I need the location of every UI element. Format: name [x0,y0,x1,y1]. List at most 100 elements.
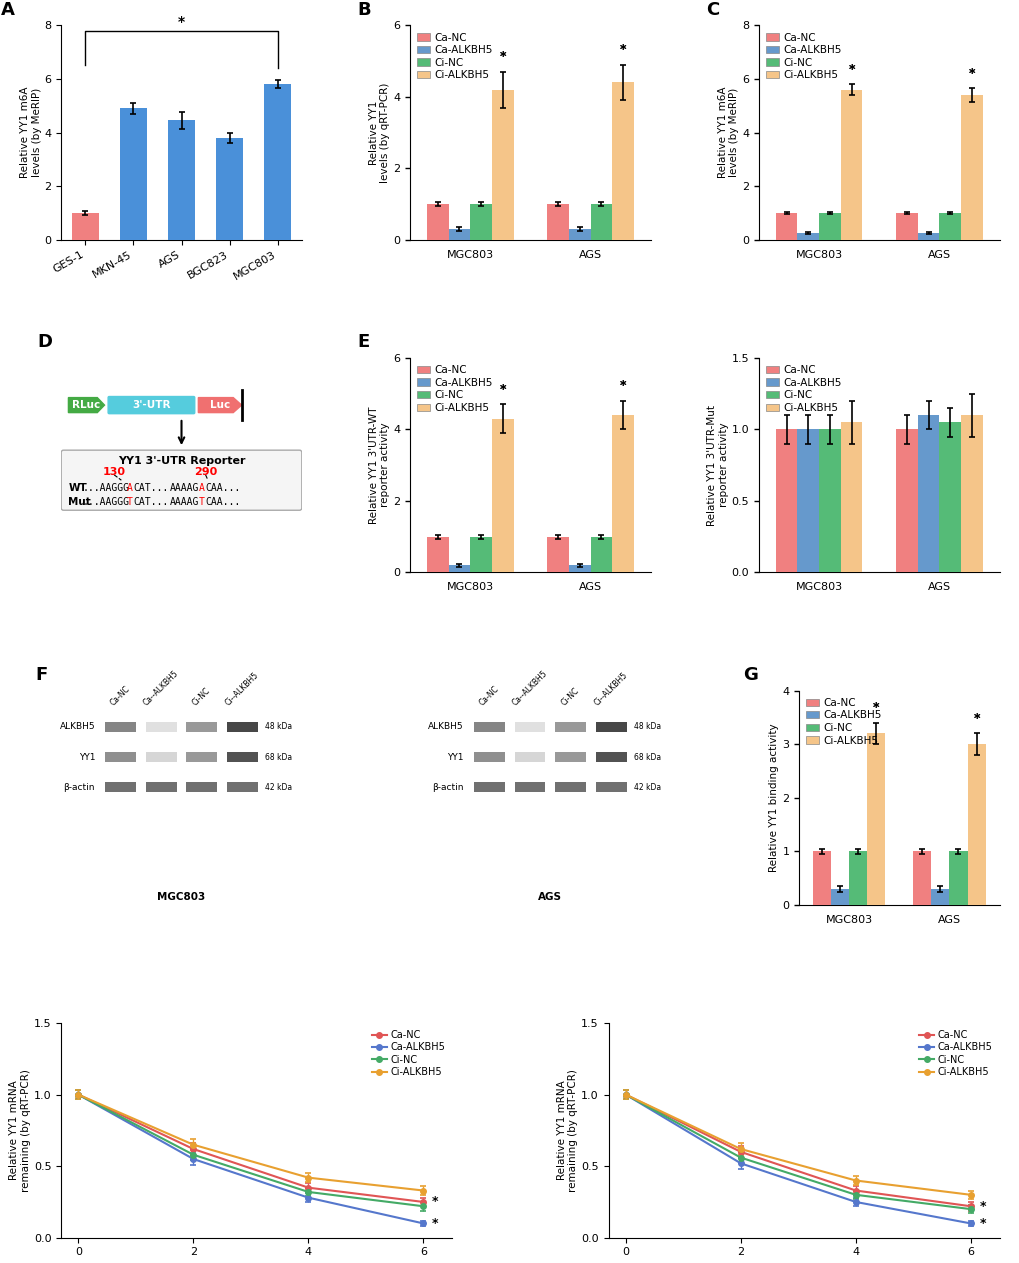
Text: Ci--ALKBH5: Ci--ALKBH5 [592,671,629,707]
Bar [216,138,243,240]
Bar [186,782,217,792]
Text: A: A [126,482,132,493]
Bar [264,85,290,240]
Text: *: * [968,67,974,80]
Bar [775,213,797,240]
Text: *: * [972,712,979,725]
Bar [611,416,633,572]
Bar [912,851,930,906]
Y-axis label: Relative YY1 3'UTR-Mut
reporter activity: Relative YY1 3'UTR-Mut reporter activity [706,404,729,525]
Bar [554,753,586,762]
Bar [775,429,797,572]
Text: *: * [972,712,979,725]
Text: YY1: YY1 [78,753,95,762]
Bar [226,753,258,762]
Text: AAAAG: AAAAG [169,496,199,506]
Bar [938,422,960,572]
Bar [448,566,470,572]
Text: *: * [620,379,626,393]
Y-axis label: Relative YY1 m6A
levels (by MeRIP): Relative YY1 m6A levels (by MeRIP) [20,87,42,178]
Y-axis label: Relative YY1 binding activity: Relative YY1 binding activity [768,724,779,873]
Text: ALKBH5: ALKBH5 [59,722,95,731]
Bar [554,722,586,731]
Bar [105,722,136,731]
Text: YY1 3'-UTR Reporter: YY1 3'-UTR Reporter [117,456,245,466]
Bar [840,90,862,240]
Bar [595,782,626,792]
Bar [474,722,504,731]
Bar [427,537,448,572]
Text: CAA...: CAA... [206,482,240,493]
Text: Ci-NC: Ci-NC [559,686,581,707]
Bar [474,782,504,792]
Bar [226,782,258,792]
Text: *: * [177,15,184,29]
Text: β-actin: β-actin [432,783,464,792]
Text: WT: WT [68,482,87,493]
Bar [547,537,569,572]
FancyArrow shape [198,398,242,413]
Text: *: * [848,63,854,76]
Text: *: * [848,63,854,76]
Bar [186,753,217,762]
Bar [896,429,917,572]
FancyBboxPatch shape [61,450,302,510]
Text: *: * [499,51,505,63]
Bar [554,782,586,792]
Text: *: * [499,383,505,395]
Text: 3'-UTR: 3'-UTR [132,400,170,410]
Bar [849,851,866,906]
Text: 48 kDa: 48 kDa [634,722,660,731]
Legend: Ca-NC, Ca-ALKBH5, Ci-NC, Ci-ALKBH5: Ca-NC, Ca-ALKBH5, Ci-NC, Ci-ALKBH5 [763,30,843,82]
Y-axis label: Relative YY1 m6A
levels (by MeRIP): Relative YY1 m6A levels (by MeRIP) [717,87,739,178]
Text: ALKBH5: ALKBH5 [428,722,464,731]
Text: C: C [705,0,718,19]
Text: T: T [126,496,132,506]
Text: 68 kDa: 68 kDa [265,753,291,762]
Legend: Ca-NC, Ca-ALKBH5, Ci-NC, Ci-ALKBH5: Ca-NC, Ca-ALKBH5, Ci-NC, Ci-ALKBH5 [763,362,843,416]
Text: 130: 130 [103,466,125,476]
Bar [830,889,849,906]
Bar [168,120,195,240]
Y-axis label: Relative YY1 mRNA
remaining (by qRT-PCR): Relative YY1 mRNA remaining (by qRT-PCR) [556,1068,578,1192]
Legend: Ca-NC, Ca-ALKBH5, Ci-NC, Ci-ALKBH5: Ca-NC, Ca-ALKBH5, Ci-NC, Ci-ALKBH5 [370,1028,447,1079]
Legend: Ca-NC, Ca-ALKBH5, Ci-NC, Ci-ALKBH5: Ca-NC, Ca-ALKBH5, Ci-NC, Ci-ALKBH5 [804,696,882,748]
Text: 68 kDa: 68 kDa [634,753,660,762]
Text: Luc: Luc [210,400,230,410]
Bar [949,851,967,906]
FancyArrow shape [68,398,104,413]
Bar [470,205,491,240]
Bar [146,722,176,731]
Text: AAAAG: AAAAG [169,482,199,493]
Legend: Ca-NC, Ca-ALKBH5, Ci-NC, Ci-ALKBH5: Ca-NC, Ca-ALKBH5, Ci-NC, Ci-ALKBH5 [415,362,494,416]
Bar [590,205,611,240]
Bar [960,95,981,240]
Bar [547,205,569,240]
Bar [896,213,917,240]
Bar [866,734,884,906]
Bar [448,229,470,240]
Text: *: * [872,701,878,714]
Bar [105,782,136,792]
Bar [611,82,633,240]
Text: 48 kDa: 48 kDa [265,722,291,731]
Text: RLuc: RLuc [72,400,101,410]
Text: *: * [620,43,626,56]
Text: *: * [978,1200,985,1212]
Text: ...AAGGG: ...AAGGG [83,496,129,506]
Text: T: T [199,496,205,506]
Text: Ca--ALKBH5: Ca--ALKBH5 [511,669,549,707]
Text: ...AAGGG: ...AAGGG [83,482,129,493]
Bar [812,851,830,906]
Bar [515,782,545,792]
Text: Ca--ALKBH5: Ca--ALKBH5 [142,669,180,707]
Bar [515,722,545,731]
Text: G: G [742,666,757,683]
Y-axis label: Relative YY1
levels (by qRT-PCR): Relative YY1 levels (by qRT-PCR) [369,82,390,183]
Text: Ci--ALKBH5: Ci--ALKBH5 [223,671,261,707]
Legend: Ca-NC, Ca-ALKBH5, Ci-NC, Ci-ALKBH5: Ca-NC, Ca-ALKBH5, Ci-NC, Ci-ALKBH5 [415,30,494,82]
Text: Mut: Mut [68,496,91,506]
Bar [797,429,818,572]
Text: YY1: YY1 [447,753,464,762]
Text: MGC803: MGC803 [157,892,205,902]
